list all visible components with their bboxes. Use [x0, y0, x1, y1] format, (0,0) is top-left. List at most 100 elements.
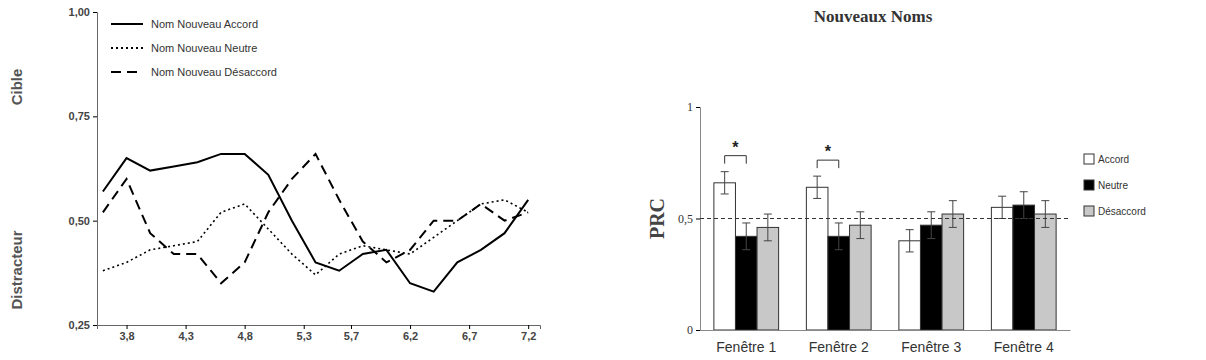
tick-mark	[93, 116, 97, 117]
tick-mark	[93, 221, 97, 222]
bar	[735, 236, 757, 330]
tick-mark	[696, 330, 700, 331]
tick: 6,7	[462, 325, 477, 342]
error-bar	[927, 212, 935, 239]
y-axis: 00,51	[678, 100, 701, 337]
tick-label: Fenêtre 2	[809, 339, 869, 355]
error-bar	[1020, 192, 1028, 219]
bar	[942, 214, 964, 330]
error-bar	[721, 172, 729, 194]
x-axis: Fenêtre 1 Fenêtre 2 Fenêtre 3 Fenêtre 4	[701, 330, 1071, 355]
series-line	[103, 200, 528, 275]
tick-mark	[245, 325, 246, 329]
tick-label: 5,7	[344, 330, 359, 342]
bar	[757, 227, 779, 330]
error-bar	[906, 230, 914, 252]
legend-swatch	[1084, 206, 1094, 216]
error-bar	[856, 212, 864, 239]
tick-label: 0,25	[69, 319, 90, 331]
tick: 7,2	[521, 325, 536, 342]
error-bar	[998, 196, 1006, 218]
legend-swatch	[111, 71, 143, 73]
error-bar	[949, 201, 957, 228]
tick: 3,8	[119, 325, 134, 342]
tick: 0,5	[678, 212, 700, 226]
tick-label: 0,50	[69, 215, 90, 227]
tick-mark	[469, 325, 470, 329]
tick-mark	[93, 325, 97, 326]
y-axis-title: Cible	[8, 69, 25, 106]
y-axis-line	[93, 13, 98, 326]
series-line	[103, 154, 528, 283]
tick-mark	[696, 219, 700, 220]
legend-item: Accord	[1084, 154, 1129, 165]
tick-mark	[410, 325, 411, 329]
bar	[828, 236, 850, 330]
x-axis: 3,8 4,3 4,8 5,3 5,7 6,2 6,7 7,2	[98, 325, 541, 342]
legend-label: Nom Nouveau Accord	[151, 18, 258, 30]
tick: Fenêtre 2	[809, 330, 869, 355]
legend-label: Accord	[1098, 154, 1129, 165]
tick-label: 6,7	[462, 330, 477, 342]
legend-label: Désaccord	[1098, 206, 1146, 217]
annotation: *	[825, 143, 832, 160]
line-chart: 3,8 4,3 4,8 5,3 5,7 6,2 6,7 7,2 0,25 0,50 0,75 1,00…	[69, 6, 541, 342]
tick: 5,3	[297, 325, 312, 342]
tick-label: Fenêtre 1	[716, 339, 776, 355]
tick: 6,2	[403, 325, 418, 342]
tick-label: 4,8	[238, 330, 253, 342]
tick-mark	[696, 107, 700, 108]
tick: Fenêtre 1	[716, 330, 776, 355]
series-line	[103, 154, 528, 292]
tick: Fenêtre 3	[901, 330, 961, 355]
legend-item: Neutre	[1084, 180, 1128, 191]
legend-item: Désaccord	[1084, 206, 1146, 217]
tick-label: 0	[687, 323, 693, 337]
figure: 3,84,34,85,35,76,26,77,20,250,500,751,00…	[0, 0, 1206, 360]
tick-label: 7,2	[521, 330, 536, 342]
tick-mark	[93, 12, 97, 13]
x-axis-line	[98, 326, 541, 330]
tick: Fenêtre 4	[994, 330, 1054, 355]
legend-swatch	[111, 23, 143, 25]
tick-label: Fenêtre 3	[901, 339, 961, 355]
legend-label: Nom Nouveau Désaccord	[151, 66, 277, 78]
tick-label: 1,00	[69, 6, 90, 18]
x-axis-line	[701, 330, 1071, 331]
error-bar	[835, 223, 843, 250]
y-axis-title: PRC	[646, 198, 668, 239]
bar	[991, 207, 1013, 330]
tick-mark	[351, 325, 352, 329]
tick-label: 4,3	[178, 330, 193, 342]
significance-bracket	[817, 160, 839, 168]
tick: 1,00	[69, 6, 97, 18]
reference-line	[700, 218, 1070, 219]
tick: 5,7	[344, 325, 359, 342]
bar	[714, 183, 736, 330]
legend-label: Neutre	[1098, 180, 1128, 191]
bar-chart: 00,51Fenêtre 1Fenêtre 2Fenêtre 3Fenêtre …	[678, 100, 1146, 355]
legend: Accord Neutre Désaccord	[1084, 154, 1146, 217]
tick-label: 3,8	[119, 330, 134, 342]
significance-bracket	[725, 156, 747, 164]
legend: Nom Nouveau Accord Nom Nouveau Neutre Nom …	[111, 18, 277, 78]
chart-title: Nouveaux Noms	[814, 7, 933, 26]
legend-label: Nom Nouveau Neutre	[151, 42, 257, 54]
legend-item: Nom Nouveau Neutre	[111, 42, 257, 54]
tick-label: 1	[687, 100, 693, 114]
legend-item: Nom Nouveau Accord	[111, 18, 258, 30]
bar	[899, 241, 921, 330]
tick: 0,50	[69, 215, 97, 227]
tick-mark	[127, 325, 128, 329]
tick: 0	[687, 323, 700, 337]
tick: 4,8	[238, 325, 253, 342]
tick: 0,75	[69, 110, 97, 122]
y-axis-title: Distracteur	[8, 230, 25, 309]
tick-label: 0,5	[678, 212, 693, 226]
plot-area	[103, 154, 528, 292]
tick-label: 6,2	[403, 330, 418, 342]
tick-mark	[304, 325, 305, 329]
tick: 4,3	[178, 325, 193, 342]
legend-item: Nom Nouveau Désaccord	[111, 66, 277, 78]
y-axis-line	[696, 108, 701, 331]
